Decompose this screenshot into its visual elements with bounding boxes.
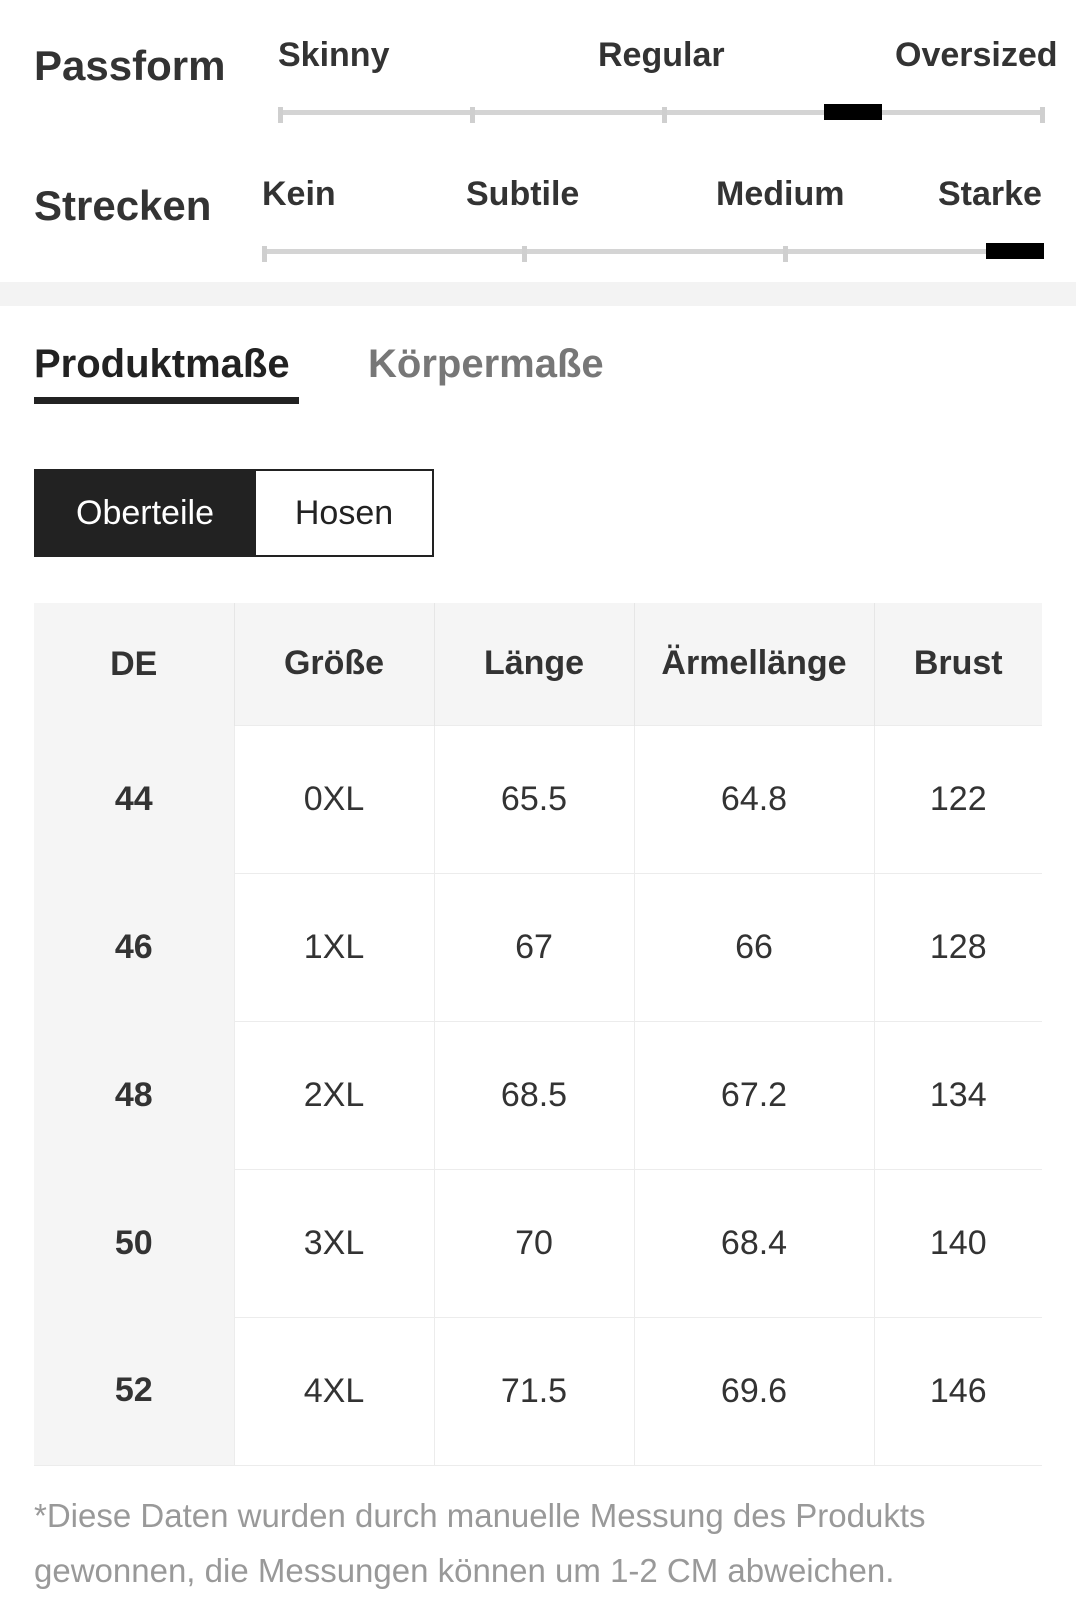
table-cell: 68.5	[434, 1020, 635, 1169]
table-cell: 71.5	[434, 1316, 635, 1466]
table-cell: 146	[874, 1316, 1042, 1466]
table-cell: 46	[34, 873, 235, 1021]
table-cell: 140	[874, 1168, 1042, 1317]
table-cell: 4XL	[234, 1316, 435, 1466]
table-cell: 134	[874, 1020, 1042, 1169]
fit-scale-label: Skinny	[278, 36, 390, 74]
tab-produktmasse[interactable]: Produktmaße	[34, 342, 290, 386]
fit-scale-marker	[986, 243, 1044, 259]
fit-scale-label: Regular	[598, 36, 725, 74]
fit-scale-title: Strecken	[34, 182, 212, 229]
active-tab-indicator	[34, 397, 299, 404]
fit-scale-tick	[1040, 107, 1045, 123]
table-cell: 65.5	[434, 724, 635, 873]
fit-scale-label: Kein	[262, 175, 336, 213]
fit-scale-tick	[470, 107, 475, 123]
table-cell: 66	[634, 872, 875, 1021]
fit-scale-track	[278, 110, 1044, 115]
table-row: 44 0XL 65.5 64.8 122	[34, 724, 1042, 873]
table-cell: 2XL	[234, 1020, 435, 1169]
table-cell: 128	[874, 872, 1042, 1021]
column-header: Brust	[874, 603, 1042, 725]
column-header: Größe	[234, 603, 435, 725]
table-row: 46 1XL 67 66 128	[34, 872, 1042, 1021]
fit-scale-label: Starke	[938, 175, 1042, 213]
tab-koerpermasse[interactable]: Körpermaße	[368, 342, 604, 386]
table-cell: 0XL	[234, 724, 435, 873]
fit-scale-track	[262, 249, 1042, 254]
fit-scale-marker	[824, 104, 882, 120]
table-header-row: DE Größe Länge Ärmellänge Brust	[34, 603, 1042, 725]
table-cell: 69.6	[634, 1316, 875, 1466]
table-cell: 67	[434, 872, 635, 1021]
table-row: 50 3XL 70 68.4 140	[34, 1168, 1042, 1317]
table-cell: 48	[34, 1021, 235, 1169]
table-cell: 122	[874, 724, 1042, 873]
fit-scale-tick	[522, 246, 527, 262]
fit-scale-label: Oversized	[895, 36, 1058, 74]
fit-scale-tick	[278, 107, 283, 123]
column-header: Länge	[434, 603, 635, 725]
table-cell: 1XL	[234, 872, 435, 1021]
section-divider	[0, 282, 1076, 306]
table-cell: 3XL	[234, 1168, 435, 1317]
fit-scale-label: Subtile	[466, 175, 580, 213]
table-cell: 67.2	[634, 1020, 875, 1169]
fit-scale-tick	[662, 107, 667, 123]
table-cell: 44	[34, 725, 235, 873]
fit-scale-tick	[262, 246, 267, 262]
toggle-hosen-button[interactable]: Hosen	[254, 469, 434, 557]
column-header: DE	[34, 603, 235, 725]
table-row: 52 4XL 71.5 69.6 146	[34, 1316, 1042, 1466]
toggle-oberteile-button[interactable]: Oberteile	[34, 469, 256, 557]
table-cell: 68.4	[634, 1168, 875, 1317]
table-cell: 52	[34, 1317, 235, 1466]
table-cell: 64.8	[634, 724, 875, 873]
table-cell: 50	[34, 1169, 235, 1317]
fit-scale-tick	[783, 246, 788, 262]
fit-scale-title: Passform	[34, 42, 226, 89]
table-row: 48 2XL 68.5 67.2 134	[34, 1020, 1042, 1169]
size-table: DE Größe Länge Ärmellänge Brust 44 0XL 6…	[34, 603, 1042, 1466]
table-cell: 70	[434, 1168, 635, 1317]
measurement-disclaimer: *Diese Daten wurden durch manuelle Messu…	[34, 1497, 926, 1589]
fit-scale-label: Medium	[716, 175, 845, 213]
column-header: Ärmellänge	[634, 603, 875, 725]
